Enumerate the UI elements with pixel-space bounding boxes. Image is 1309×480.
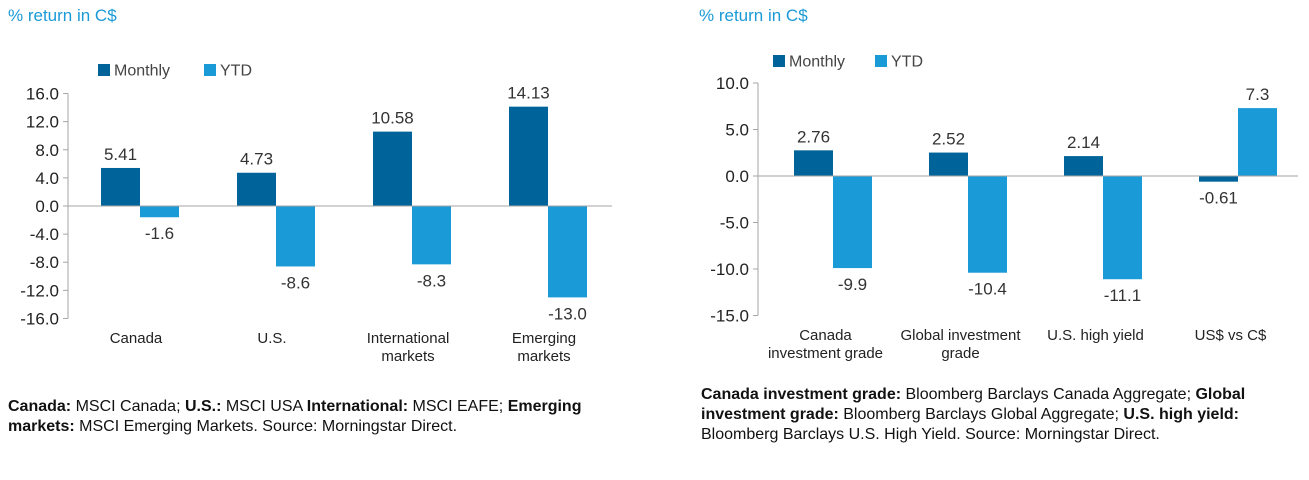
bar-ytd — [548, 206, 587, 298]
data-label-ytd: 7.3 — [1246, 85, 1270, 104]
data-label-ytd: -11.1 — [1104, 286, 1142, 305]
category-label: U.S. — [257, 330, 286, 347]
left-bar-chart: Monthly YTD 16.0 12.0 8.0 4.0 0.0 -4.0 -8.0 -12.0… — [20, 63, 612, 365]
category-label: U.S. high yield — [1047, 327, 1144, 344]
category-label: Canada — [110, 330, 163, 347]
y-tick-label: 10.0 — [716, 74, 749, 93]
caption-text: MSCI EAFE; — [408, 398, 508, 415]
bar-monthly — [794, 150, 833, 176]
caption-text: MSCI Canada; — [71, 398, 185, 415]
legend-label-monthly: Monthly — [114, 63, 170, 80]
data-label-ytd: -1.6 — [145, 224, 174, 243]
y-tick-label: 8.0 — [35, 141, 59, 160]
bar-monthly — [929, 152, 968, 176]
category-label: Emerging markets — [512, 330, 576, 365]
caption-text: MSCI USA — [221, 398, 307, 415]
y-tick-label: -12.0 — [20, 281, 59, 300]
chart-subtitle: % return in C$ — [699, 6, 808, 25]
y-tick-label: -5.0 — [720, 214, 749, 233]
y-tick-label: 0.0 — [725, 167, 749, 186]
legend-swatch-monthly — [98, 64, 110, 76]
caption-text: Bloomberg Barclays Global Aggregate; — [838, 406, 1124, 423]
legend-label-ytd: YTD — [220, 63, 252, 80]
bar-ytd — [1238, 108, 1277, 176]
data-label-monthly: 2.76 — [797, 127, 830, 146]
data-label-monthly: 14.13 — [507, 84, 550, 103]
caption-term: Global investment grade: — [701, 386, 1246, 423]
caption-term: International: — [306, 398, 409, 415]
bar-monthly — [101, 167, 140, 206]
data-label-monthly: -0.61 — [1199, 189, 1238, 208]
caption-text: MSCI Emerging Markets. Source: Morningst… — [74, 418, 458, 435]
bar-monthly — [509, 106, 548, 206]
data-label-ytd: -8.3 — [417, 271, 446, 290]
data-label-monthly: 2.52 — [932, 130, 965, 149]
legend-swatch-monthly — [773, 55, 785, 67]
y-tick-label: 0.0 — [35, 197, 59, 216]
data-label-monthly: 5.41 — [104, 145, 137, 164]
data-label-monthly: 4.73 — [240, 150, 273, 169]
category-label: US$ vs C$ — [1195, 327, 1267, 344]
bar-ytd — [412, 206, 451, 265]
data-label-ytd: -13.0 — [548, 304, 587, 323]
y-tick-label: -4.0 — [30, 225, 59, 244]
y-tick-label: -8.0 — [30, 253, 59, 272]
bar-monthly — [237, 172, 276, 206]
chart-caption: Canada investment grade: Bloomberg Barcl… — [701, 385, 1301, 445]
y-tick-label: -16.0 — [20, 309, 59, 328]
chart-subtitle: % return in C$ — [8, 6, 117, 25]
category-label: Global investment grade — [900, 327, 1021, 362]
legend-label-ytd: YTD — [891, 54, 923, 71]
caption-term: U.S. high yield: — [1123, 406, 1239, 423]
data-label-ytd: -8.6 — [281, 273, 310, 292]
bar-ytd — [1103, 176, 1142, 280]
caption-text: Bloomberg Barclays Canada Aggregate; — [901, 386, 1196, 403]
category-label: Canada investment grade — [768, 327, 883, 362]
caption-term: Canada: — [8, 398, 72, 415]
right-bar-chart: Monthly YTD 10.0 5.0 0.0 -5.0 -10.0 -15.0 2.76 -9… — [710, 54, 1298, 362]
y-tick-label: -10.0 — [710, 260, 749, 279]
bar-monthly — [1199, 176, 1238, 182]
legend-swatch-ytd — [204, 64, 216, 76]
data-label-monthly: 10.58 — [371, 109, 414, 128]
caption-term: U.S.: — [184, 398, 222, 415]
bar-ytd — [833, 176, 872, 269]
data-label-ytd: -10.4 — [968, 280, 1007, 299]
y-tick-label: 4.0 — [35, 169, 59, 188]
legend-swatch-ytd — [875, 55, 887, 67]
y-tick-label: 16.0 — [26, 85, 59, 104]
right-chart-panel: % return in C$ Monthly YTD 10.0 5.0 0.0 -5.0 -… — [655, 0, 1309, 480]
bar-ytd — [140, 206, 179, 218]
bar-monthly — [1064, 156, 1103, 176]
legend-label-monthly: Monthly — [789, 54, 845, 71]
data-label-monthly: 2.14 — [1067, 133, 1100, 152]
caption-term: Emerging markets: — [8, 398, 582, 435]
y-tick-label: -15.0 — [710, 307, 749, 326]
y-tick-label: 5.0 — [725, 121, 749, 140]
category-label: International markets — [367, 330, 450, 365]
bar-ytd — [968, 176, 1007, 273]
bar-monthly — [373, 131, 412, 206]
chart-caption: Canada: MSCI Canada; U.S.: MSCI USA Inte… — [8, 397, 628, 437]
bar-ytd — [276, 206, 315, 267]
data-label-ytd: -9.9 — [838, 275, 867, 294]
y-tick-label: 12.0 — [26, 113, 59, 132]
caption-text: Bloomberg Barclays U.S. High Yield. Sour… — [701, 426, 1160, 443]
left-chart-panel: % return in C$ Monthly YTD 16.0 12.0 8.0 4.0 0… — [0, 0, 650, 480]
caption-term: Canada investment grade: — [701, 386, 902, 403]
